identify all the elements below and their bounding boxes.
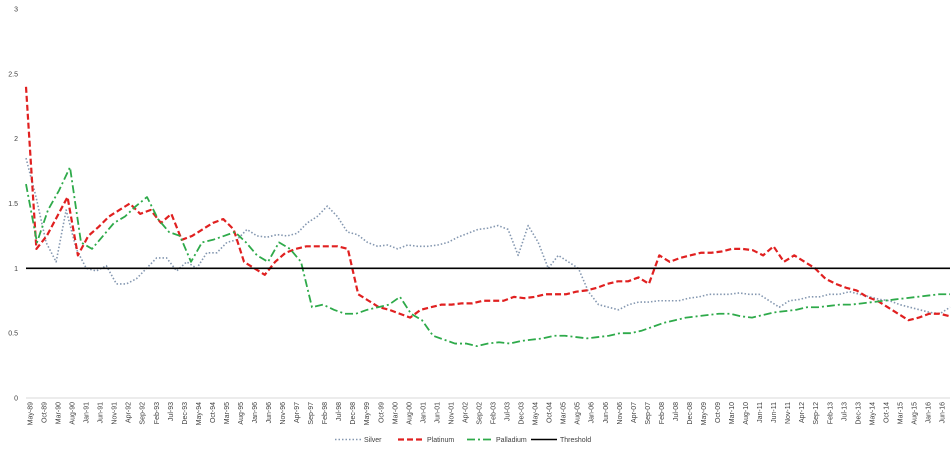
x-tick-label: Jul-03 bbox=[505, 402, 512, 421]
x-tick-label: Sep-02 bbox=[476, 402, 483, 425]
x-tick-label: Nov-91 bbox=[112, 402, 119, 425]
series-lines bbox=[24, 86, 951, 348]
y-tick-label: 0 bbox=[14, 396, 18, 403]
x-tick-label: Mar-00 bbox=[392, 402, 399, 424]
legend-label-platinum: Platinum bbox=[427, 437, 454, 444]
x-tick-label: Nov-96 bbox=[280, 402, 287, 425]
y-tick-label: 1.5 bbox=[8, 201, 18, 208]
x-tick-label: Apr-92 bbox=[126, 402, 133, 423]
x-tick-label: Oct-04 bbox=[547, 402, 554, 423]
x-tick-label: Aug-00 bbox=[406, 402, 413, 425]
x-axis-ticks: May-89 Oct-89 Mar-90 Aug-90 Jan-91 Jun-91 Nov-… bbox=[26, 397, 950, 425]
x-tick-label: May-94 bbox=[196, 402, 203, 425]
x-tick-label: May-99 bbox=[364, 402, 371, 425]
x-tick-label: Mar-95 bbox=[224, 402, 231, 424]
x-tick-label: Sep-12 bbox=[813, 402, 820, 425]
x-tick-label: Feb-08 bbox=[659, 402, 666, 424]
x-tick-label: Feb-93 bbox=[154, 402, 161, 424]
x-tick-label: Jul-13 bbox=[841, 402, 848, 421]
x-tick-label: Dec-93 bbox=[182, 402, 189, 425]
x-tick-label: Apr-12 bbox=[799, 402, 806, 423]
x-tick-label: May-14 bbox=[869, 402, 876, 425]
series-line-platinum bbox=[24, 86, 951, 322]
x-tick-label: Jun-06 bbox=[603, 402, 610, 424]
x-tick-label: Feb-03 bbox=[491, 402, 498, 424]
x-tick-label: Oct-89 bbox=[42, 402, 49, 423]
x-tick-label: Aug-05 bbox=[575, 402, 582, 425]
x-tick-label: Dec-03 bbox=[519, 402, 526, 425]
x-tick-label: Mar-10 bbox=[729, 402, 736, 424]
x-tick-label: Aug-90 bbox=[70, 402, 77, 425]
x-tick-label: Mar-05 bbox=[561, 402, 568, 424]
x-tick-label: Jul-93 bbox=[168, 402, 175, 421]
y-tick-label: 1 bbox=[14, 266, 18, 273]
x-tick-label: Jan-01 bbox=[420, 402, 427, 424]
x-tick-label: Feb-98 bbox=[322, 402, 329, 424]
x-tick-label: Jan-06 bbox=[589, 402, 596, 424]
x-tick-label: Mar-15 bbox=[897, 402, 904, 424]
x-tick-label: Jul-98 bbox=[336, 402, 343, 421]
y-tick-label: 0.5 bbox=[8, 331, 18, 338]
x-tick-label: May-09 bbox=[701, 402, 708, 425]
x-tick-label: Jun-01 bbox=[434, 402, 441, 424]
series-line-silver bbox=[25, 157, 951, 315]
x-tick-label: Nov-11 bbox=[785, 402, 792, 424]
x-tick-label: Dec-13 bbox=[855, 402, 862, 425]
x-tick-label: Jul-08 bbox=[673, 402, 680, 421]
y-tick-label: 3 bbox=[14, 7, 18, 14]
x-tick-label: Oct-94 bbox=[210, 402, 217, 423]
x-tick-label: Oct-14 bbox=[883, 402, 890, 423]
x-tick-label: Oct-09 bbox=[715, 402, 722, 423]
x-tick-label: May-89 bbox=[28, 402, 35, 425]
x-tick-label: Aug-10 bbox=[743, 402, 750, 425]
x-tick-label: Apr-02 bbox=[462, 402, 469, 423]
y-axis-ticks: 0 0.5 1 1.5 2 2.5 3 bbox=[8, 7, 18, 403]
x-tick-label: Nov-06 bbox=[617, 402, 624, 425]
x-tick-label: Oct-99 bbox=[378, 402, 385, 423]
y-tick-label: 2 bbox=[14, 136, 18, 143]
x-tick-label: Jan-16 bbox=[925, 402, 932, 424]
series-line-palladium bbox=[25, 166, 950, 348]
x-tick-label: Nov-01 bbox=[448, 402, 455, 425]
x-tick-label: Dec-08 bbox=[687, 402, 694, 425]
x-tick-label: Jan-91 bbox=[84, 402, 91, 424]
x-tick-label: Jan-11 bbox=[757, 402, 764, 423]
y-tick-label: 2.5 bbox=[8, 71, 18, 78]
x-tick-label: Sep-92 bbox=[140, 402, 147, 425]
x-tick-label: Jun-96 bbox=[266, 402, 273, 424]
x-tick-label: Apr-07 bbox=[631, 402, 638, 423]
x-tick-label: Aug-95 bbox=[238, 402, 245, 425]
x-tick-label: Mar-90 bbox=[56, 402, 63, 424]
x-tick-label: Apr-97 bbox=[294, 402, 301, 423]
legend: Silver Platinum Palladium Threshold bbox=[335, 437, 591, 444]
x-tick-label: Jun-91 bbox=[98, 402, 105, 424]
x-tick-label: Jan-96 bbox=[252, 402, 259, 424]
legend-label-silver: Silver bbox=[364, 437, 382, 444]
x-tick-label: Dec-98 bbox=[350, 402, 357, 425]
x-tick-label: Jun-11 bbox=[771, 402, 778, 423]
x-tick-label: Feb-13 bbox=[827, 402, 834, 424]
x-tick-label: Jun-16 bbox=[940, 402, 947, 424]
x-tick-label: Aug-15 bbox=[911, 402, 918, 425]
legend-label-threshold: Threshold bbox=[560, 437, 591, 444]
legend-label-palladium: Palladium bbox=[496, 437, 527, 444]
x-tick-label: May-04 bbox=[533, 402, 540, 425]
x-tick-label: Sep-97 bbox=[308, 402, 315, 425]
x-tick-label: Sep-07 bbox=[645, 402, 652, 425]
